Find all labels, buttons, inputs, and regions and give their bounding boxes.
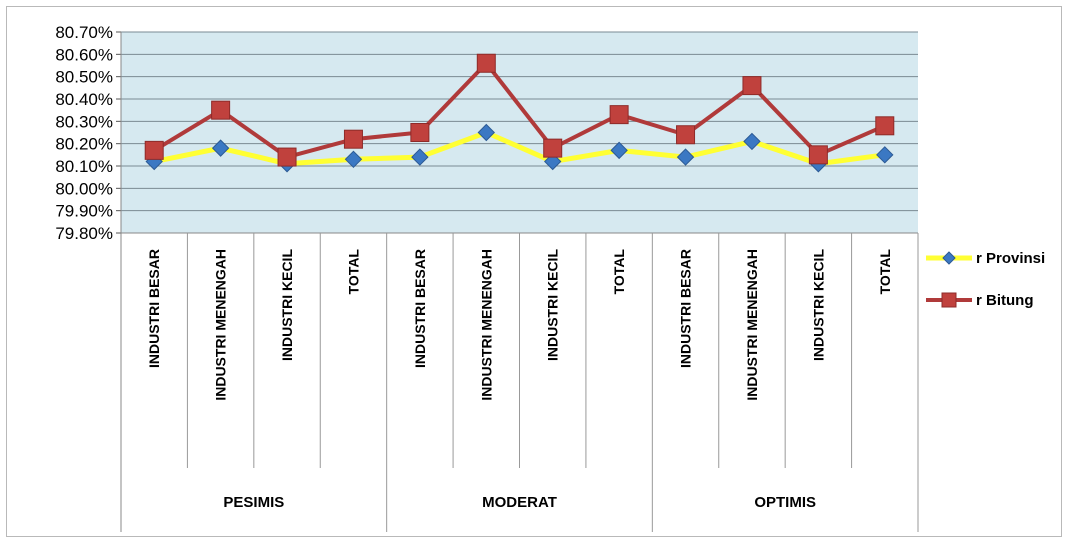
y-tick-label: 80.10% [55,157,113,176]
x-group-label: OPTIMIS [754,494,816,511]
axis-labels: 80.70% 80.60% 80.50% 80.40% 80.30% 80.20% 80.1… [55,23,919,532]
data-point-diamond [676,148,695,166]
legend: r Provinsi r Bitung [926,250,1045,309]
legend-label: r Provinsi [976,250,1045,267]
data-point-square [476,53,496,73]
y-tick-label: 80.70% [55,23,113,42]
x-category-label: INDUSTRI BESAR [678,249,694,368]
x-group-label: PESIMIS [223,494,284,511]
data-point-square [808,145,828,165]
legend-marker-diamond [942,251,956,265]
x-category-label: TOTAL [345,249,361,295]
x-category-label: TOTAL [877,249,893,295]
data-point-diamond [610,141,628,160]
data-point-square [410,123,430,142]
y-tick-label: 80.20% [55,135,113,154]
data-point-square [676,125,696,145]
data-point-diamond [211,139,230,157]
legend-marker-square [941,292,957,308]
legend-label: r Bitung [976,292,1034,309]
data-point-square [144,140,164,160]
y-tick-label: 79.80% [55,224,113,243]
x-category-label: INDUSTRI BESAR [146,249,162,368]
y-tick-label: 79.90% [55,202,113,221]
x-category-label: INDUSTRI KECIL [810,249,826,361]
x-category-label: INDUSTRI KECIL [545,249,561,361]
data-point-diamond [876,146,894,164]
series-layer [144,53,895,173]
series-line-r-bitung [153,61,886,160]
data-point-square [609,105,629,125]
data-point-square [543,138,563,158]
x-category-label: INDUSTRI MENENGAH [744,249,760,401]
x-category-label: INDUSTRI KECIL [279,249,295,361]
data-point-diamond [743,132,761,151]
data-point-diamond [344,150,363,169]
y-tick-label: 80.00% [55,179,113,198]
data-point-square [343,129,363,149]
data-point-diamond [411,148,429,166]
y-tick-label: 80.40% [55,90,113,109]
x-group-label: MODERAT [482,494,557,511]
data-point-square [211,100,231,120]
y-tick-label: 80.60% [55,45,113,64]
y-tick-label: 80.50% [55,68,113,87]
data-point-diamond [477,123,495,142]
series-line-r-provinsi [153,130,886,167]
x-category-label: INDUSTRI MENENGAH [213,249,229,401]
y-tick-label: 80.30% [55,112,113,131]
data-point-square [277,147,297,167]
x-category-label: INDUSTRI BESAR [412,249,428,368]
data-point-square [742,76,762,96]
data-point-square [875,116,895,136]
x-category-label: INDUSTRI MENENGAH [478,249,494,401]
x-category-label: TOTAL [611,249,627,295]
